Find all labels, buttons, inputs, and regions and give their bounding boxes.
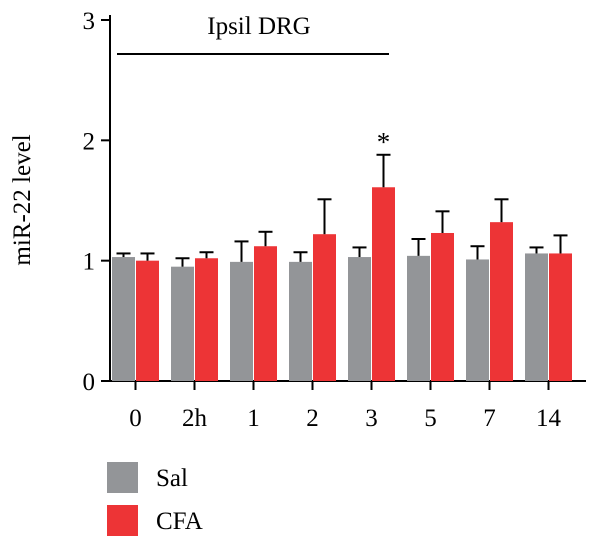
x-tick-label: 1 <box>247 405 260 432</box>
bar <box>407 255 430 381</box>
bar <box>549 253 572 381</box>
bar <box>348 257 371 381</box>
legend-swatch <box>107 505 138 536</box>
bar <box>313 234 336 381</box>
x-tick-label: 7 <box>483 405 496 432</box>
y-axis-label: miR-22 level <box>9 134 36 265</box>
x-tick-label: 5 <box>424 405 437 432</box>
bars <box>112 187 572 381</box>
bar <box>195 258 218 381</box>
bar <box>525 253 548 381</box>
legend-label: Sal <box>156 465 188 492</box>
bar <box>372 187 395 381</box>
bar <box>490 222 513 381</box>
significance-marker: * <box>377 127 391 157</box>
bar <box>230 261 253 381</box>
bar <box>466 259 489 381</box>
bar <box>289 261 312 381</box>
bar <box>136 260 159 381</box>
x-tick-label: 2 <box>306 405 319 432</box>
bar <box>112 257 135 381</box>
y-tick-label: 2 <box>83 128 96 155</box>
x-tick-label: 0 <box>129 405 142 432</box>
x-tick-label: 2h <box>182 405 208 432</box>
legend: Sal CFA <box>107 462 203 536</box>
y-tick-label: 0 <box>83 369 96 396</box>
legend-label: CFA <box>156 508 203 535</box>
bar <box>431 232 454 381</box>
y-tick-label: 1 <box>83 249 96 276</box>
labels: 0 1 2 3 miR-22 level 0 2h 1 2 3 5 7 14 * Ipsil DRG <box>9 8 562 432</box>
bar <box>254 246 277 381</box>
error-bars <box>116 153 568 267</box>
legend-swatch <box>107 462 138 493</box>
bracket-label: Ipsil DRG <box>207 13 310 40</box>
bar <box>171 266 194 381</box>
x-tick-label: 3 <box>365 405 378 432</box>
y-tick-label: 3 <box>83 8 96 35</box>
x-tick-label: 14 <box>536 405 562 432</box>
